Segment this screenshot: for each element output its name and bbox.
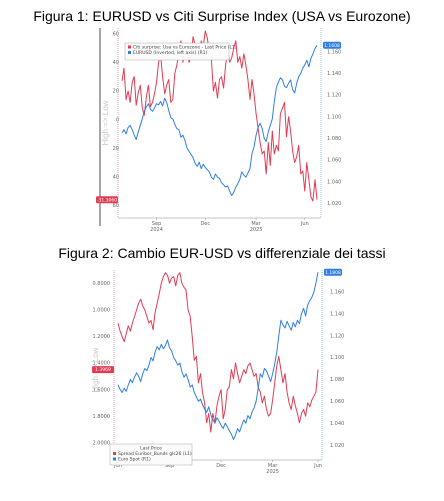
x-tick-label: Sep [165, 463, 174, 469]
legend-swatch [113, 457, 116, 461]
right-last-value-badge: 1.1808 [324, 268, 342, 276]
chart-1: 60 40 20 0 20 40 60 1.160 1.140 1.120 1.100 1.080 1.… [96, 28, 341, 233]
right-tick-label: 1.040 [327, 179, 341, 185]
legend-swatch [128, 45, 131, 49]
right-tick-label: 1.160 [330, 290, 344, 296]
legend-box [124, 42, 230, 61]
series-line-blue [117, 272, 319, 441]
legend-swatch [113, 452, 116, 455]
right-badge-bg [323, 41, 341, 49]
left-tick-label: 0.8000 [93, 281, 111, 287]
left-tick-label: 1.6000 [93, 387, 111, 393]
x-tick-label: Jun [113, 463, 122, 469]
x-tick-label: Jun [300, 221, 309, 227]
right-last-value-badge: 1.1608 [323, 41, 341, 49]
legend-entry: EURUSD (Inverted, left axis) (R1) [133, 50, 207, 56]
right-tick-label: 1.140 [327, 71, 341, 77]
figure-1-title: Figura 1: EURUSD vs Citi Surprise Index … [33, 8, 411, 24]
left-tick-label: 60 [113, 31, 119, 37]
x-tick-label: Mar [251, 221, 261, 227]
x-tick-label: Jun [313, 463, 322, 469]
left-tick-label: 1.2000 [93, 334, 111, 340]
right-badge-value: 1.1808 [325, 270, 341, 276]
right-tick-label: 1.140 [330, 311, 344, 317]
left-tick-label: 1.4000 [93, 361, 111, 367]
left-last-value-badge: -31.3060 [96, 196, 118, 203]
left-badge-bg [92, 366, 114, 374]
chart-2: 0.8000 1.0000 1.2000 1.4000 1.6000 1.8000 2.00… [91, 268, 344, 475]
legend-entry: Euro Spot (R1) [118, 457, 151, 463]
left-tick-label: 1.8000 [93, 414, 111, 420]
left-badge-value: 1.3969 [95, 367, 111, 373]
series-line-blue [121, 45, 318, 197]
figure-2-title: Figura 2: Cambio EUR-USD vs differenzial… [58, 245, 386, 261]
left-tick-label: 0 [116, 117, 119, 123]
legend-box [109, 443, 193, 466]
right-tick-label: 1.020 [330, 443, 344, 449]
right-tick-label: 1.060 [327, 158, 341, 164]
chart-legend: Citi surprise: Usa vs Eurozone - Last Pr… [124, 42, 237, 61]
series-line-red [117, 272, 319, 433]
left-badge-value: -31.3060 [97, 197, 117, 203]
left-tick-label: 60 [113, 203, 119, 209]
right-tick-label: 1.080 [330, 377, 344, 383]
right-tick-label: 1.100 [330, 355, 344, 361]
left-tick-label: 1.0000 [93, 308, 111, 314]
left-tick-label: 40 [113, 60, 119, 66]
right-tick-label: 1.120 [327, 93, 341, 99]
left-badge-bg [96, 196, 118, 204]
x-tick-label: Mar [268, 463, 278, 469]
left-tick-label: 20 [113, 89, 119, 95]
x-tick-year-label: 2024 [150, 227, 163, 233]
series-line-red [121, 30, 318, 202]
right-badge-bg [324, 268, 342, 276]
left-axis-title: High => Low [101, 100, 110, 145]
legend-entry: Citi surprise: Usa vs Eurozone - Last Pr… [133, 45, 237, 51]
x-tick-year-label: 2025 [250, 227, 263, 233]
x-tick-label: Dec [216, 463, 226, 469]
right-tick-label: 1.020 [327, 201, 341, 207]
x-tick-year-label: 2025 [266, 469, 279, 475]
left-tick-label: 20 [113, 146, 119, 152]
x-tick-label: Dec [200, 221, 210, 227]
right-tick-label: 1.060 [330, 399, 344, 405]
right-tick-label: 1.160 [327, 49, 341, 55]
legend-entry: Spread Euribor_Bunds gls26 (L1) [118, 451, 192, 457]
legend-title: Last Price [140, 446, 162, 452]
right-tick-label: 1.040 [330, 421, 344, 427]
left-tick-label: 40 [113, 175, 119, 181]
right-tick-label: 1.100 [327, 114, 341, 120]
left-last-value-badge: 1.3969 [92, 366, 114, 373]
right-tick-label: 1.120 [330, 333, 344, 339]
x-tick-label: Sep [152, 221, 161, 227]
left-tick-label: 2.0000 [93, 440, 111, 446]
right-badge-value: 1.1608 [324, 43, 340, 49]
legend-swatch [128, 51, 131, 54]
right-tick-label: 1.080 [327, 136, 341, 142]
